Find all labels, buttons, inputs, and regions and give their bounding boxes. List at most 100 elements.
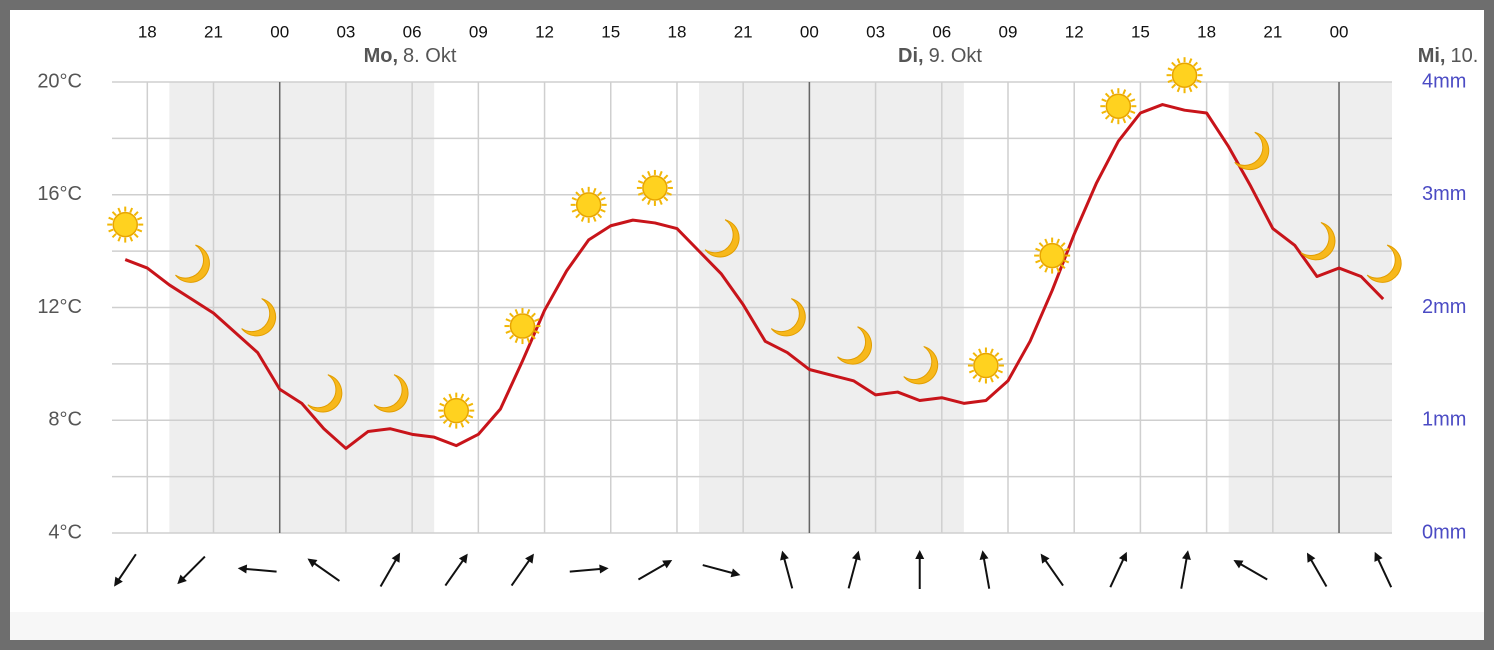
sun-ray: [448, 393, 453, 399]
wind-arrow: [1233, 560, 1268, 581]
y2-tick-label: 0mm: [1422, 521, 1466, 543]
wind-shaft: [444, 555, 467, 587]
sun-icon: [1034, 237, 1071, 274]
moon-shape: [1366, 244, 1402, 283]
sun-ray: [1167, 67, 1173, 72]
wind-arrow: [1306, 552, 1328, 587]
wind-arrow: [637, 560, 673, 581]
sun-ray: [663, 196, 669, 202]
sun-ray: [509, 312, 514, 318]
y2-tick-label: 1mm: [1422, 409, 1466, 431]
sun-ray: [997, 357, 1003, 362]
moon-icon: [704, 219, 740, 258]
sun-ray: [1188, 86, 1193, 93]
sun-ray: [1104, 92, 1110, 98]
wind-head: [852, 550, 861, 561]
moon-icon: [175, 244, 210, 283]
wind-head: [780, 550, 789, 561]
sun-ray: [111, 211, 117, 217]
temperature-line: [124, 103, 1385, 450]
moon-shape: [903, 346, 939, 385]
sun-ray: [1035, 259, 1041, 264]
sun-ray: [997, 369, 1003, 374]
sun-ray: [1129, 110, 1136, 115]
y2-tick-label: 3mm: [1422, 183, 1466, 205]
y-tick-label: 16°C: [37, 183, 82, 205]
day-date: 10.: [1450, 45, 1478, 67]
sun-disc: [1105, 93, 1132, 119]
day-date: 9. Okt: [929, 45, 983, 67]
sun-ray: [464, 419, 470, 425]
wind-head: [1118, 551, 1128, 562]
x-tick-label: 00: [1330, 22, 1349, 41]
wind-arrow: [979, 550, 991, 589]
wind-arrow: [307, 558, 340, 582]
wind-arrow: [702, 564, 741, 578]
y-tick-label: 12°C: [37, 296, 82, 318]
sun-icon: [1100, 88, 1137, 125]
day-weekday: Mi,: [1418, 45, 1446, 67]
moon-icon: [307, 374, 343, 413]
sun-disc: [575, 192, 602, 218]
day-label: Mi, 10.: [1418, 45, 1479, 67]
wind-arrow: [569, 564, 609, 574]
wind-arrow: [114, 553, 137, 587]
moon-icon: [837, 326, 873, 365]
moon-shape: [175, 244, 210, 283]
day-date: 8. Okt: [403, 45, 457, 67]
sun-ray: [571, 197, 578, 201]
sun-icon: [504, 308, 541, 345]
sun-ray: [1126, 92, 1132, 98]
sun-ray: [442, 419, 448, 425]
sun-ray: [467, 414, 474, 419]
sun-icon: [636, 169, 673, 206]
sun-ray: [1193, 61, 1198, 67]
sun-ray: [647, 170, 651, 177]
sun-ray: [108, 228, 114, 233]
sun-ray: [505, 318, 511, 323]
x-tick-label: 15: [601, 22, 620, 41]
wind-arrow: [915, 550, 925, 589]
sun-ray: [989, 348, 994, 354]
sun-ray: [1122, 89, 1127, 95]
x-tick-label: 03: [336, 22, 355, 41]
sun-ray: [1038, 242, 1044, 248]
sun-ray: [1060, 242, 1066, 248]
sun-icon: [967, 347, 1004, 384]
sun-ray: [1171, 83, 1177, 89]
moon-shape: [307, 374, 343, 413]
wind-head: [1233, 560, 1244, 569]
sun-ray: [1188, 58, 1193, 64]
moon-shape: [373, 374, 409, 413]
wind-head: [458, 553, 468, 564]
moon-shape: [837, 326, 873, 365]
wind-head: [1040, 553, 1050, 564]
x-tick-label: 09: [469, 22, 488, 41]
sun-ray: [600, 208, 606, 213]
wind-shaft: [1235, 560, 1268, 581]
sun-ray: [1110, 89, 1115, 95]
day-label: Mo, 8. Okt: [364, 45, 457, 67]
sun-ray: [1176, 58, 1181, 64]
y-tick-label: 8°C: [48, 409, 82, 431]
x-tick-label: 21: [734, 22, 753, 41]
sun-ray: [1126, 114, 1132, 120]
sun-ray: [129, 236, 134, 242]
wind-arrow: [1109, 551, 1128, 588]
sun-ray: [575, 213, 581, 219]
moon-icon: [770, 298, 806, 337]
sun-ray: [136, 216, 143, 221]
y2-tick-label: 2mm: [1422, 296, 1466, 318]
moon-shape: [770, 298, 806, 337]
moon-icon: [1300, 222, 1336, 261]
sun-ray: [1129, 98, 1136, 103]
sun-ray: [505, 330, 511, 334]
x-tick-label: 06: [932, 22, 951, 41]
moon-icon: [1366, 244, 1402, 283]
wind-arrow: [379, 552, 401, 587]
sun-ray: [1193, 83, 1198, 89]
sun-disc: [112, 211, 138, 238]
sun-ray: [534, 330, 540, 334]
x-tick-label: 12: [1065, 22, 1084, 41]
